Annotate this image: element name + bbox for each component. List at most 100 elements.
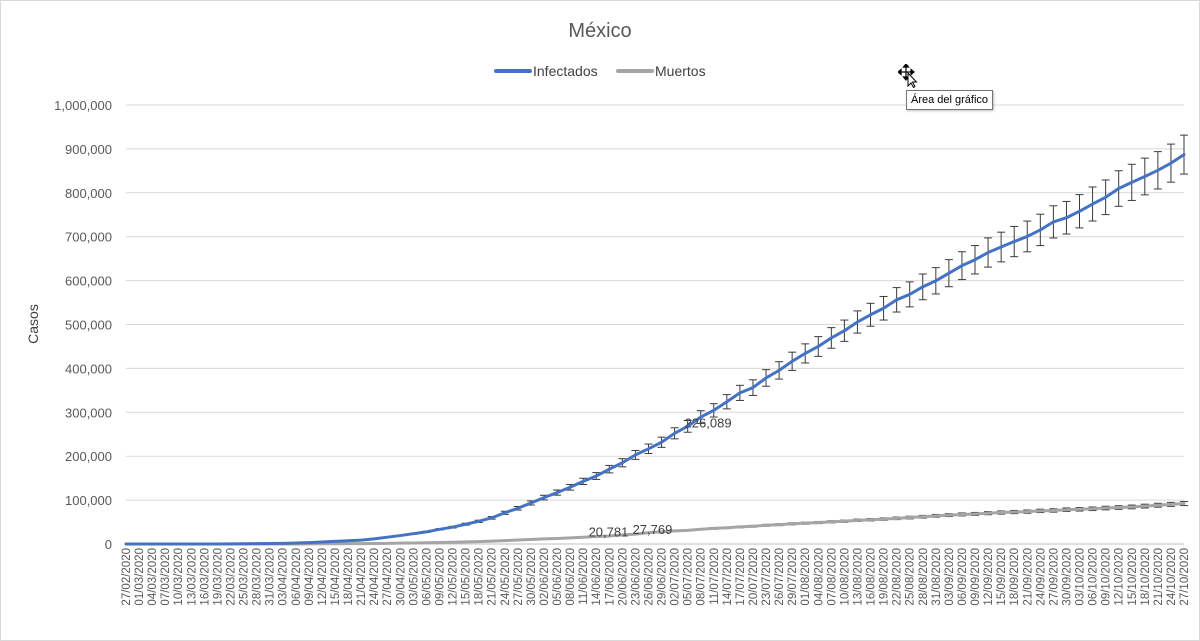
x-tick-label: 02/06/2020	[539, 548, 551, 606]
y-axis-title: Casos	[25, 304, 41, 344]
x-tick-label: 21/09/2020	[1022, 548, 1034, 606]
move-cursor-icon	[898, 64, 918, 88]
x-tick-label: 15/05/2020	[461, 548, 473, 606]
x-tick-label: 13/08/2020	[852, 548, 864, 606]
legend-label-muertos: Muertos	[655, 63, 706, 79]
y-tick-label: 200,000	[65, 449, 112, 464]
x-tick-label: 27/02/2020	[121, 548, 133, 606]
y-tick-label: 600,000	[65, 274, 112, 289]
x-tick-label: 24/10/2020	[1166, 548, 1178, 606]
x-axis-ticks: 27/02/2020 01/03/2020 04/03/2020 07/03/2020…	[121, 548, 1191, 606]
x-tick-label: 03/09/2020	[944, 548, 956, 606]
x-tick-label: 03/04/2020	[278, 548, 290, 606]
x-tick-label: 12/10/2020	[1114, 548, 1126, 606]
x-tick-label: 10/03/2020	[173, 548, 185, 606]
error-bars	[409, 134, 1188, 535]
y-tick-label: 500,000	[65, 318, 112, 333]
x-tick-label: 03/10/2020	[1075, 548, 1087, 606]
x-tick-label: 14/07/2020	[722, 548, 734, 606]
x-tick-label: 17/06/2020	[604, 548, 616, 606]
y-tick-label: 900,000	[65, 142, 112, 157]
y-tick-label: 300,000	[65, 405, 112, 420]
y-tick-label: 700,000	[65, 230, 112, 245]
x-tick-label: 30/04/2020	[395, 548, 407, 606]
y-tick-label: 100,000	[65, 493, 112, 508]
x-tick-label: 18/09/2020	[1009, 548, 1021, 606]
x-tick-label: 01/03/2020	[134, 548, 146, 606]
y-tick-label: 0	[105, 537, 112, 552]
x-tick-label: 24/09/2020	[1035, 548, 1047, 606]
x-tick-label: 02/07/2020	[670, 548, 682, 606]
data-labels: 226,089 20,781 27,769	[589, 415, 732, 539]
y-axis-ticks: 0 100,000 200,000 300,000 400,000 500,000 600,…	[54, 98, 112, 552]
x-tick-label: 07/03/2020	[160, 548, 172, 606]
x-tick-label: 31/08/2020	[931, 548, 943, 606]
x-tick-label: 16/08/2020	[866, 548, 878, 606]
chart-title: México	[568, 20, 631, 42]
x-tick-label: 25/08/2020	[905, 548, 917, 606]
x-tick-label: 05/07/2020	[683, 548, 695, 606]
x-tick-label: 20/06/2020	[617, 548, 629, 606]
data-label: 20,781	[589, 525, 629, 540]
x-tick-label: 29/06/2020	[657, 548, 669, 606]
x-tick-label: 16/03/2020	[199, 548, 211, 606]
x-tick-label: 22/08/2020	[892, 548, 904, 606]
x-tick-label: 12/09/2020	[983, 548, 995, 606]
x-tick-label: 31/03/2020	[265, 548, 277, 606]
x-tick-label: 15/10/2020	[1127, 548, 1139, 606]
x-tick-label: 24/04/2020	[369, 548, 381, 606]
series-line-infectados[interactable]	[124, 153, 1186, 546]
x-tick-label: 01/08/2020	[800, 548, 812, 606]
y-tick-label: 1,000,000	[54, 98, 112, 113]
x-tick-label: 11/06/2020	[578, 548, 590, 605]
x-tick-label: 21/04/2020	[356, 548, 368, 606]
x-tick-label: 04/03/2020	[147, 548, 159, 606]
x-tick-label: 03/05/2020	[408, 548, 420, 606]
x-tick-label: 06/05/2020	[421, 548, 433, 606]
data-label: 226,089	[685, 415, 732, 430]
x-tick-label: 23/06/2020	[630, 548, 642, 606]
x-tick-label: 25/03/2020	[239, 548, 251, 606]
x-tick-label: 06/04/2020	[291, 548, 303, 606]
x-tick-label: 27/09/2020	[1048, 548, 1060, 606]
x-tick-label: 05/06/2020	[552, 548, 564, 606]
x-tick-label: 13/03/2020	[186, 548, 198, 606]
x-tick-label: 11/07/2020	[709, 548, 721, 605]
x-tick-label: 27/10/2020	[1179, 548, 1191, 606]
x-tick-label: 19/03/2020	[212, 548, 224, 606]
x-tick-label: 26/07/2020	[774, 548, 786, 606]
x-tick-label: 30/05/2020	[526, 548, 538, 606]
x-tick-label: 14/06/2020	[591, 548, 603, 606]
x-tick-label: 10/08/2020	[839, 548, 851, 606]
x-tick-label: 21/05/2020	[487, 548, 499, 606]
x-tick-label: 07/08/2020	[826, 548, 838, 606]
x-tick-label: 19/08/2020	[879, 548, 891, 606]
x-tick-label: 17/07/2020	[735, 548, 747, 606]
x-tick-label: 09/04/2020	[304, 548, 316, 606]
tooltip: Área del gráfico	[906, 90, 994, 110]
legend-label-infectados: Infectados	[533, 63, 598, 79]
x-tick-label: 08/07/2020	[696, 548, 708, 606]
series-lines[interactable]	[124, 153, 1186, 546]
y-tick-label: 400,000	[65, 361, 112, 376]
x-tick-label: 23/07/2020	[761, 548, 773, 606]
x-tick-label: 06/10/2020	[1088, 548, 1100, 606]
x-tick-label: 20/07/2020	[748, 548, 760, 606]
x-tick-label: 12/05/2020	[448, 548, 460, 606]
x-tick-label: 30/09/2020	[1061, 548, 1073, 606]
x-tick-label: 18/10/2020	[1140, 548, 1152, 606]
x-tick-label: 28/08/2020	[918, 548, 930, 606]
x-tick-label: 27/05/2020	[513, 548, 525, 606]
x-tick-label: 12/04/2020	[317, 548, 329, 606]
x-tick-label: 18/04/2020	[343, 548, 355, 606]
x-tick-label: 09/10/2020	[1101, 548, 1113, 606]
x-tick-label: 08/06/2020	[565, 548, 577, 606]
x-tick-label: 04/08/2020	[813, 548, 825, 606]
x-tick-label: 26/06/2020	[643, 548, 655, 606]
x-tick-label: 29/07/2020	[787, 548, 799, 606]
x-tick-label: 09/05/2020	[434, 548, 446, 606]
legend[interactable]: Infectados Muertos	[494, 63, 706, 79]
x-tick-label: 18/05/2020	[474, 548, 486, 606]
x-tick-label: 28/03/2020	[252, 548, 264, 606]
